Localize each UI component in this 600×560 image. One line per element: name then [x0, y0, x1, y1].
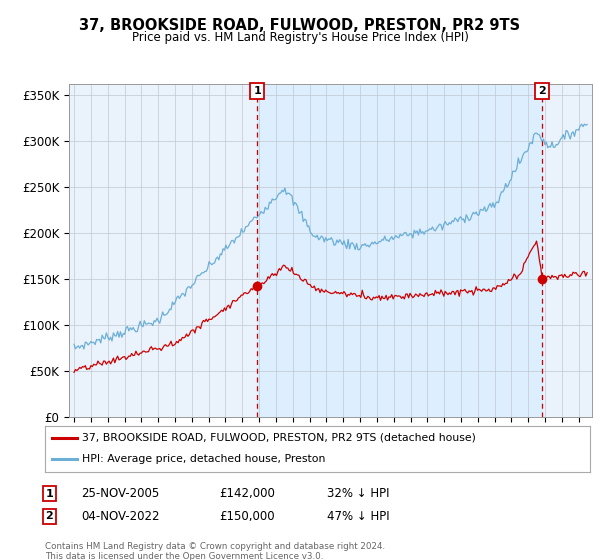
Text: 32% ↓ HPI: 32% ↓ HPI	[327, 487, 389, 501]
Bar	[257, 84, 542, 417]
Text: HPI: Average price, detached house, Preston: HPI: Average price, detached house, Pres…	[82, 454, 325, 464]
Text: 37, BROOKSIDE ROAD, FULWOOD, PRESTON, PR2 9TS: 37, BROOKSIDE ROAD, FULWOOD, PRESTON, PR…	[79, 18, 521, 33]
Text: 04-NOV-2022: 04-NOV-2022	[81, 510, 160, 523]
Text: 47% ↓ HPI: 47% ↓ HPI	[327, 510, 389, 523]
Text: 25-NOV-2005: 25-NOV-2005	[81, 487, 159, 501]
Text: 2: 2	[46, 511, 53, 521]
Text: 2: 2	[539, 86, 546, 96]
Text: £142,000: £142,000	[219, 487, 275, 501]
Text: 1: 1	[254, 86, 261, 96]
Text: Price paid vs. HM Land Registry's House Price Index (HPI): Price paid vs. HM Land Registry's House …	[131, 31, 469, 44]
Text: Contains HM Land Registry data © Crown copyright and database right 2024.
This d: Contains HM Land Registry data © Crown c…	[45, 542, 385, 560]
Text: 37, BROOKSIDE ROAD, FULWOOD, PRESTON, PR2 9TS (detached house): 37, BROOKSIDE ROAD, FULWOOD, PRESTON, PR…	[82, 433, 476, 443]
Text: £150,000: £150,000	[219, 510, 275, 523]
Text: 1: 1	[46, 489, 53, 499]
